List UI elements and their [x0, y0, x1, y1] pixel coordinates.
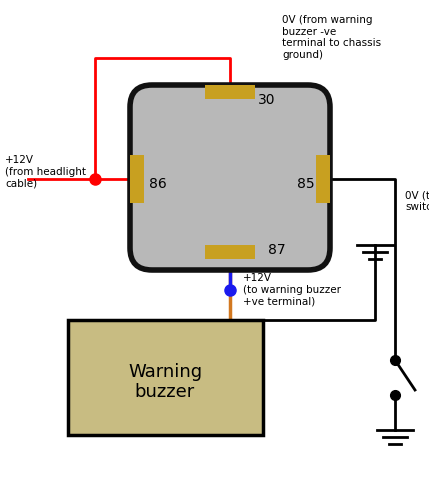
Text: 30: 30 [258, 93, 275, 107]
Text: +12V
(from headlight
cable): +12V (from headlight cable) [5, 155, 86, 188]
Bar [205, 245, 255, 259]
Text: +12V
(to warning buzzer
+ve terminal): +12V (to warning buzzer +ve terminal) [243, 273, 341, 307]
Bar [130, 155, 144, 203]
Text: Warning
buzzer: Warning buzzer [128, 363, 202, 401]
FancyBboxPatch shape [68, 320, 263, 435]
FancyBboxPatch shape [130, 85, 330, 270]
Text: 0V (to door
switch): 0V (to door switch) [405, 190, 429, 212]
Text: 0V (from warning
buzzer -ve
terminal to chassis
ground): 0V (from warning buzzer -ve terminal to … [282, 15, 381, 60]
Text: 85: 85 [297, 177, 314, 191]
Bar [316, 155, 330, 203]
Bar [205, 85, 255, 99]
Text: 87: 87 [268, 243, 286, 257]
Text: 86: 86 [149, 177, 167, 191]
